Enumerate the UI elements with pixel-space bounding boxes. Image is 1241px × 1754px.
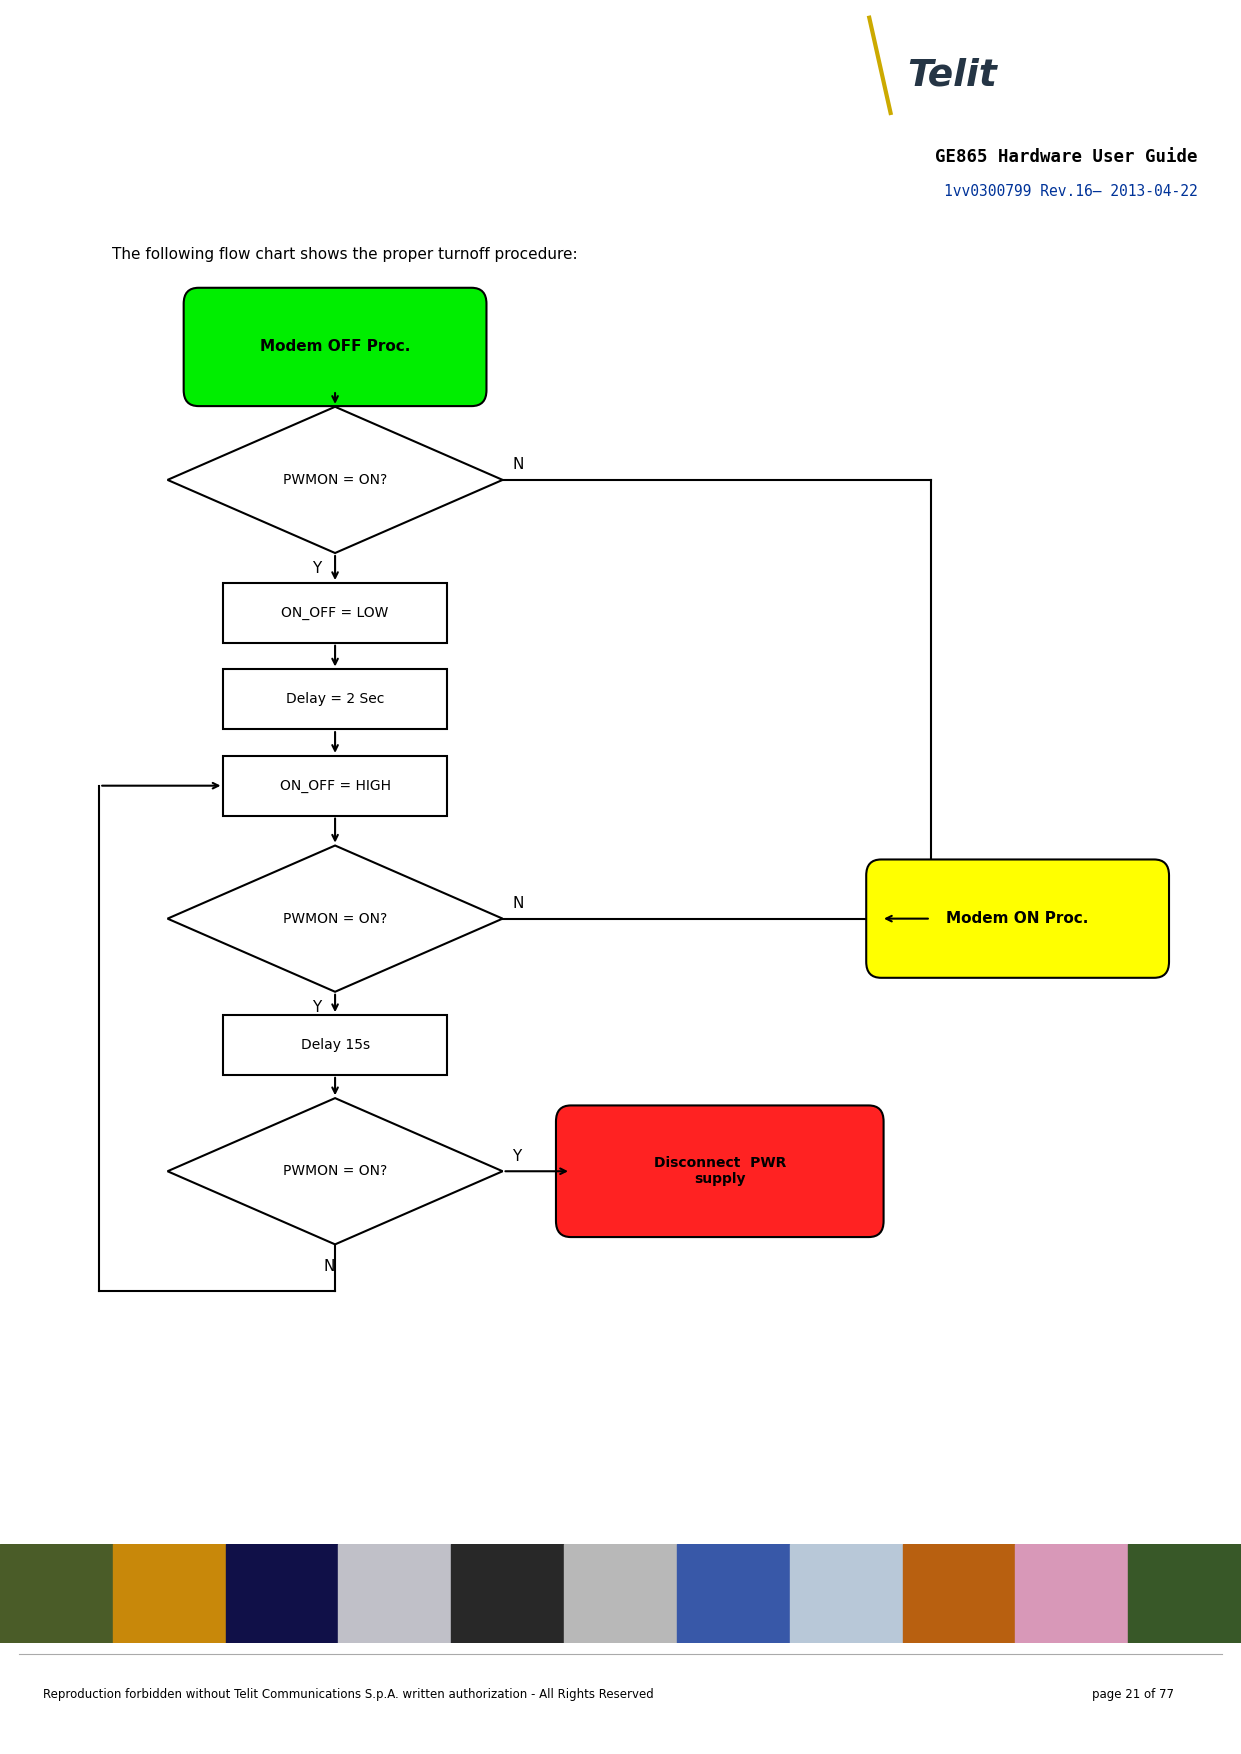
Bar (223, 756, 447, 816)
Bar (113, 1544, 226, 1643)
Text: Y: Y (311, 1000, 321, 1016)
Text: ON_OFF = HIGH: ON_OFF = HIGH (279, 779, 391, 793)
Bar (565, 1544, 676, 1643)
Text: Disconnect  PWR
supply: Disconnect PWR supply (654, 1156, 786, 1186)
Text: Delay = 2 Sec: Delay = 2 Sec (285, 693, 385, 707)
Text: Y: Y (311, 561, 321, 575)
Text: wireless: wireless (1090, 35, 1149, 49)
Text: ON_OFF = LOW: ON_OFF = LOW (282, 605, 388, 619)
Text: The following flow chart shows the proper turnoff procedure:: The following flow chart shows the prope… (112, 247, 577, 263)
FancyBboxPatch shape (866, 859, 1169, 977)
Text: Modem ON Proc.: Modem ON Proc. (947, 910, 1088, 926)
Text: N: N (513, 896, 524, 910)
Text: N: N (513, 458, 524, 472)
Bar (1128, 1544, 1241, 1643)
Bar (223, 670, 447, 730)
Bar (0, 1544, 113, 1643)
Bar (676, 1544, 789, 1643)
Bar (1015, 1544, 1128, 1643)
Text: Y: Y (513, 1149, 521, 1163)
Bar (223, 1016, 447, 1075)
Bar (226, 1544, 339, 1643)
Text: PWMON = ON?: PWMON = ON? (283, 912, 387, 926)
Text: PWMON = ON?: PWMON = ON? (283, 1165, 387, 1179)
Bar (789, 1544, 902, 1643)
Polygon shape (168, 407, 503, 553)
Text: page 21 of 77: page 21 of 77 (1092, 1687, 1174, 1701)
Text: Delay 15s: Delay 15s (300, 1038, 370, 1052)
Text: PWMON = ON?: PWMON = ON? (283, 474, 387, 488)
FancyBboxPatch shape (556, 1105, 884, 1237)
Text: N: N (323, 1259, 335, 1273)
FancyBboxPatch shape (184, 288, 486, 407)
Bar (223, 582, 447, 642)
Bar (339, 1544, 452, 1643)
Text: Modem OFF Proc.: Modem OFF Proc. (259, 340, 411, 354)
Text: Reproduction forbidden without Telit Communications S.p.A. written authorization: Reproduction forbidden without Telit Com… (43, 1687, 654, 1701)
Text: Telit: Telit (907, 58, 998, 93)
Text: 1vv0300799 Rev.16– 2013-04-22: 1vv0300799 Rev.16– 2013-04-22 (944, 184, 1198, 198)
Bar (452, 1544, 565, 1643)
Bar (902, 1544, 1015, 1643)
Polygon shape (168, 1098, 503, 1244)
Text: GE865 Hardware User Guide: GE865 Hardware User Guide (934, 149, 1198, 167)
Polygon shape (168, 845, 503, 991)
Text: solutions: solutions (1090, 81, 1155, 96)
